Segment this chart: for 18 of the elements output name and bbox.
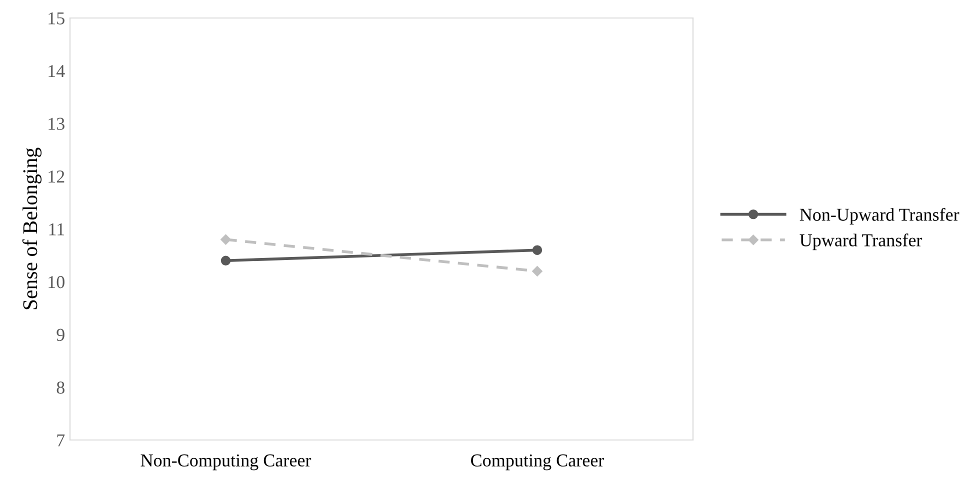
y-tick-label: 10: [48, 276, 64, 288]
x-tick-label: Computing Career: [471, 454, 604, 470]
legend-label: Upward Transfer: [800, 234, 922, 250]
x-tick-label: Non-Computing Career: [140, 454, 312, 470]
y-tick-label: 13: [48, 118, 64, 130]
legend-label: Non-Upward Transfer: [800, 208, 960, 224]
y-axis-title: Sense of Belonging: [22, 148, 42, 310]
y-tick-label: 9: [56, 328, 64, 341]
y-tick-label: 14: [48, 65, 65, 78]
y-tick-label: 8: [56, 382, 64, 394]
y-tick-label: 15: [48, 12, 64, 24]
point: [532, 266, 542, 276]
y-tick-label: 12: [48, 170, 64, 183]
point: [220, 234, 231, 245]
y-tick-label: 11: [49, 223, 64, 236]
y-tick-label: 7: [57, 434, 65, 446]
point: [220, 256, 231, 266]
point: [532, 245, 542, 255]
